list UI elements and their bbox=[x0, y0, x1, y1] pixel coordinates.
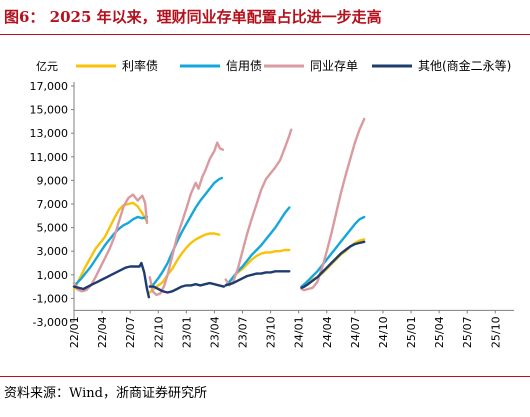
y-tick-label: 3,000 bbox=[37, 245, 69, 258]
x-tick-label: 24/10 bbox=[377, 316, 390, 348]
x-tick-label: 22/10 bbox=[152, 316, 165, 348]
x-tick-label: 22/01 bbox=[68, 316, 81, 348]
legend-label: 利率债 bbox=[122, 58, 158, 73]
y-tick-label: 13,000 bbox=[30, 127, 69, 140]
series-line bbox=[72, 261, 151, 299]
x-tick-label: 22/07 bbox=[124, 316, 137, 348]
series-line bbox=[300, 238, 366, 289]
source-divider bbox=[0, 376, 530, 377]
line-chart: 利率债 信用债 同业存单 其他(商金二永等) 亿元 -3,000 -1,000 1,000… bbox=[30, 58, 514, 348]
y-tick-label: 1,000 bbox=[37, 269, 69, 282]
series-line bbox=[148, 176, 224, 288]
series-line bbox=[300, 117, 366, 292]
legend: 利率债 信用债 同业存单 其他(商金二永等) bbox=[76, 58, 511, 73]
series-line bbox=[72, 201, 149, 291]
series-line bbox=[224, 248, 291, 287]
y-tick-label: 5,000 bbox=[37, 222, 69, 235]
y-tick-label: -3,000 bbox=[33, 316, 68, 329]
figure-title: 图6： 2025 年以来，理财同业存单配置占比进一步走高 bbox=[4, 8, 382, 26]
y-tick-label: 17,000 bbox=[30, 80, 69, 93]
x-tick-label: 25/10 bbox=[489, 316, 502, 348]
y-tick-label: 7,000 bbox=[37, 198, 69, 211]
x-tick-label: 25/01 bbox=[405, 316, 418, 348]
title-divider bbox=[0, 34, 530, 35]
axes: -3,000 -1,000 1,000 3,000 5,000 7,000 9,000 11,… bbox=[30, 80, 514, 348]
x-tick-label: 22/04 bbox=[96, 316, 109, 348]
series-3 bbox=[72, 240, 366, 299]
legend-label: 信用债 bbox=[226, 59, 262, 73]
series-line bbox=[300, 240, 366, 289]
series-line bbox=[148, 141, 225, 297]
x-tick-label: 23/07 bbox=[237, 316, 250, 348]
series-line bbox=[72, 215, 149, 288]
y-tick-label: -1,000 bbox=[33, 292, 68, 305]
x-tick-label: 23/10 bbox=[265, 316, 278, 348]
x-tick-label: 24/07 bbox=[349, 316, 362, 348]
x-tick-label: 23/04 bbox=[208, 316, 221, 348]
y-axis-label: 亿元 bbox=[36, 60, 58, 73]
x-tick-label: 24/04 bbox=[321, 316, 334, 348]
x-tick-label: 25/04 bbox=[433, 316, 446, 348]
series-2 bbox=[72, 117, 366, 297]
y-tick-label: 9,000 bbox=[37, 174, 69, 187]
y-tick-label: 15,000 bbox=[30, 104, 69, 117]
series-line bbox=[72, 193, 149, 293]
series-line bbox=[300, 215, 366, 288]
x-tick-label: 25/07 bbox=[461, 316, 474, 348]
x-tick-label: 24/01 bbox=[293, 316, 306, 348]
legend-label: 同业存单 bbox=[310, 59, 358, 73]
series-line bbox=[224, 270, 291, 287]
series-line bbox=[148, 281, 225, 294]
y-tick-label: 11,000 bbox=[30, 151, 69, 164]
series-lines bbox=[72, 117, 366, 299]
series-0 bbox=[72, 201, 366, 294]
legend-label: 其他(商金二永等) bbox=[418, 58, 511, 73]
series-line bbox=[224, 128, 293, 287]
series-line bbox=[148, 232, 221, 294]
source-note: 资料来源：Wind，浙商证券研究所 bbox=[4, 386, 207, 401]
x-tick-label: 23/01 bbox=[180, 316, 193, 348]
